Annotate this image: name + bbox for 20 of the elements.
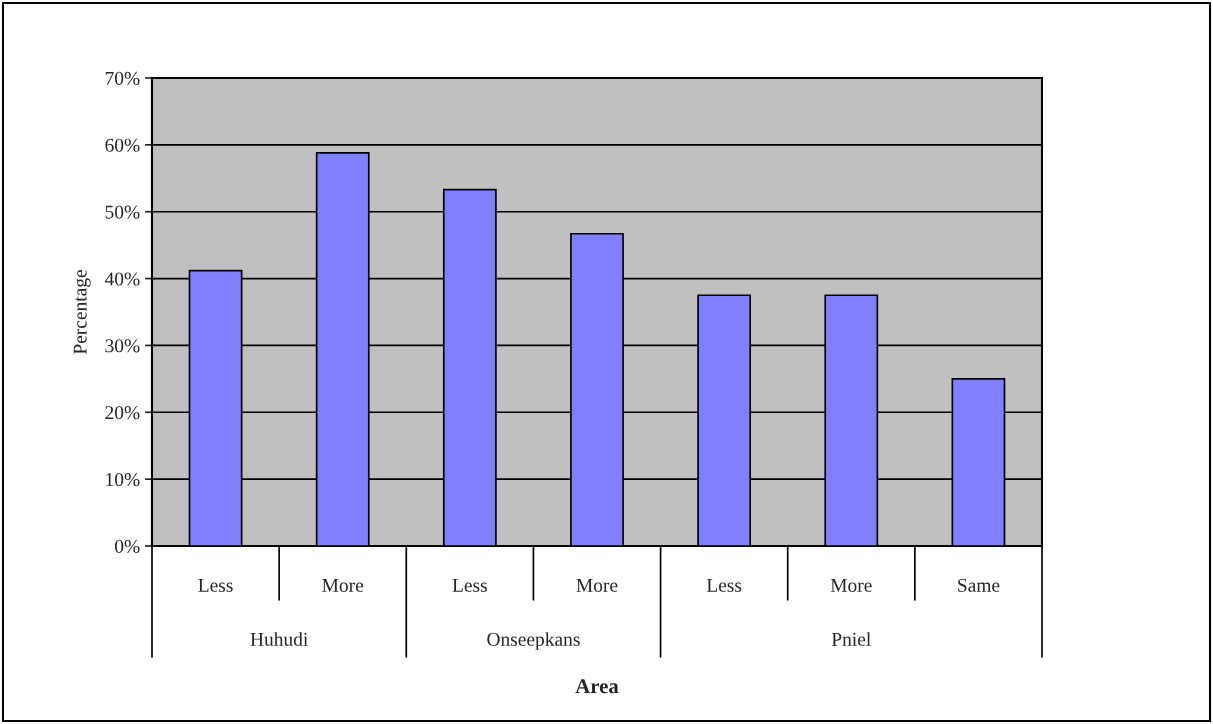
y-tick-label: 10% <box>106 472 140 487</box>
text: Huhudi <box>250 632 308 646</box>
x-tick-label: Less <box>706 578 742 592</box>
y-tick-label: 60% <box>105 138 140 152</box>
y-tick-label: 50% <box>105 205 140 219</box>
x-tick-label: Less <box>198 578 233 592</box>
text: Onseepkans <box>487 632 580 650</box>
y-tick-label: 30% <box>105 339 140 353</box>
y-tick-label: 20% <box>105 406 140 420</box>
x-tick-label: Same <box>958 578 1000 592</box>
text: Pniel <box>831 632 871 646</box>
x-tick-label: More <box>322 578 364 592</box>
y-tick-label: 40% <box>104 272 140 286</box>
y-tick-label: 0% <box>115 539 140 553</box>
y-tick-label: 70% <box>105 71 140 85</box>
x-tick-label: More <box>576 578 618 592</box>
x-tick-label: Less <box>452 578 487 592</box>
x-axis-title: Area <box>575 679 619 694</box>
y-axis-title: Percentage <box>73 270 91 355</box>
x-tick-label: More <box>830 578 872 592</box>
